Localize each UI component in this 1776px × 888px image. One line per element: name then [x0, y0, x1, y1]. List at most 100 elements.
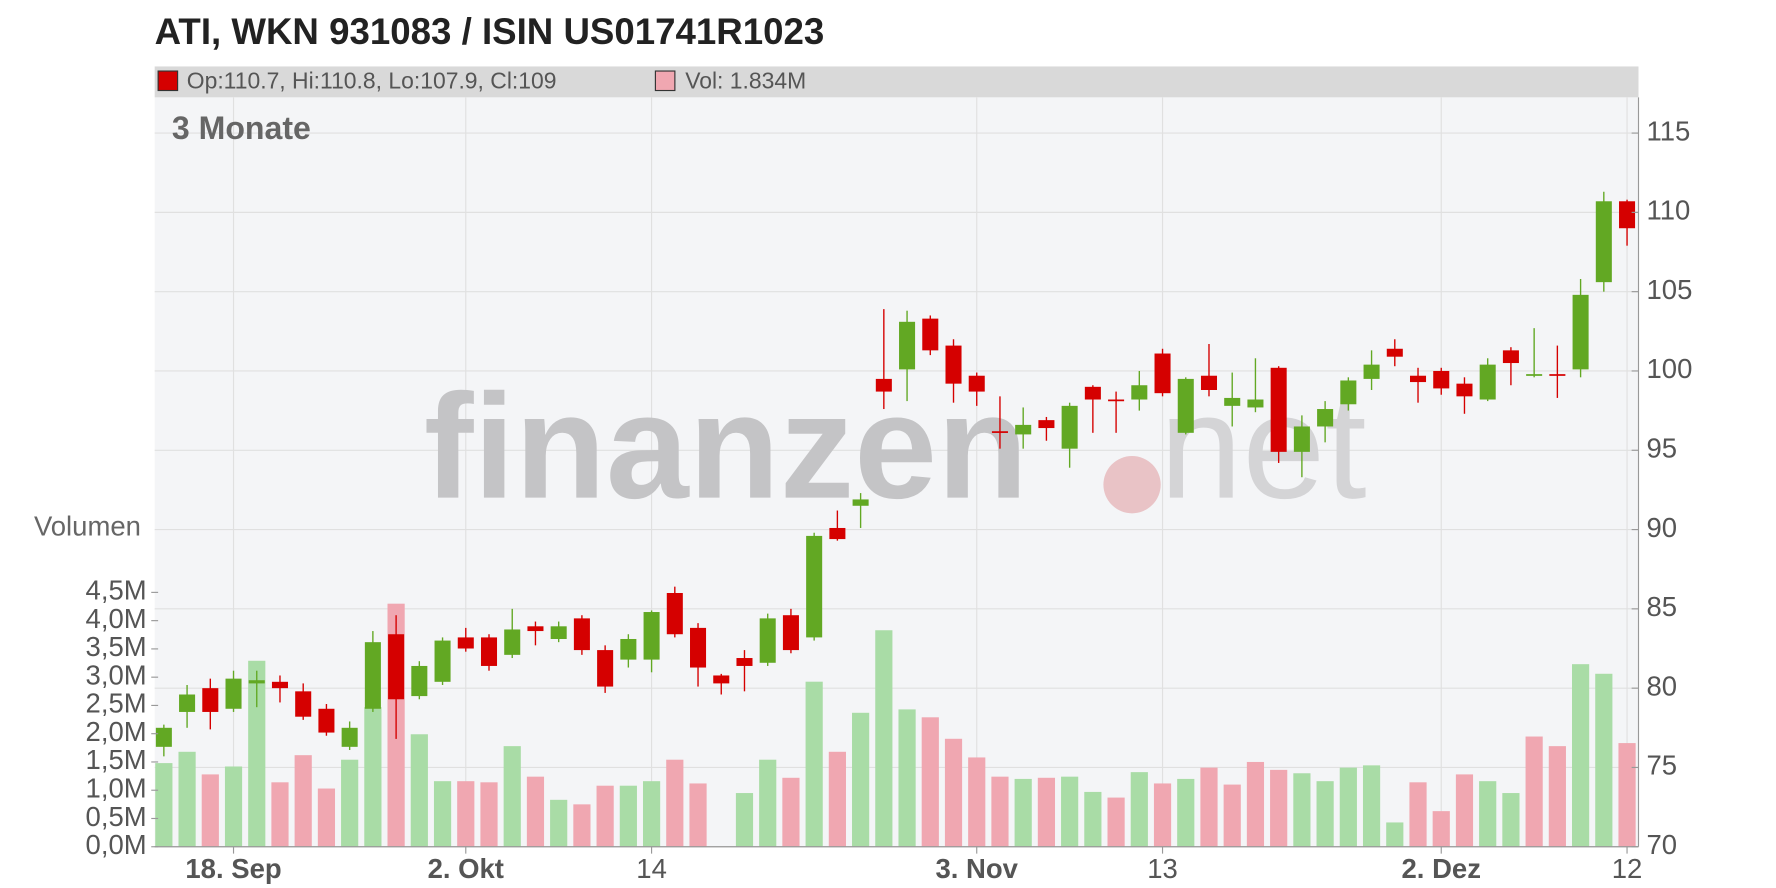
volume-bar: [1548, 746, 1566, 847]
volume-bar: [1293, 773, 1311, 847]
candle-body: [573, 618, 590, 651]
volume-bar: [898, 709, 916, 847]
volume-tick-label: 0,5M: [86, 801, 147, 832]
candle-body: [1456, 383, 1473, 397]
volume-tick-label: 2,5M: [86, 688, 147, 719]
y-tick-label: 95: [1647, 433, 1678, 464]
volume-bar: [1479, 781, 1497, 847]
volume-bar: [1362, 765, 1381, 847]
candle-body: [480, 637, 498, 666]
candle-body: [1526, 374, 1543, 376]
candle-body: [1131, 385, 1148, 400]
volume-bar: [735, 793, 754, 847]
volume-tick-label: 4,0M: [86, 603, 147, 634]
candle-body: [550, 626, 567, 639]
candle-body: [1363, 364, 1380, 379]
candle-body: [457, 637, 474, 649]
x-tick-label: 18. Sep: [185, 853, 281, 884]
volume-bar: [248, 660, 266, 847]
volume-bar: [224, 766, 243, 847]
candle-body: [1317, 409, 1334, 427]
grid: [154, 97, 1639, 848]
volume-bar: [1270, 769, 1288, 847]
volume-bar: [294, 755, 312, 847]
y-tick-label: 100: [1647, 353, 1693, 384]
volume-bar: [944, 738, 963, 847]
volume-bar: [596, 785, 614, 847]
candle-body: [248, 680, 265, 684]
candle-body: [1409, 375, 1427, 383]
volume-bar: [828, 751, 846, 847]
candle-body: [225, 678, 242, 709]
volume-bar: [480, 782, 498, 847]
candle-body: [782, 615, 799, 651]
volume-axis-title: Volumen: [34, 510, 141, 541]
candle-body: [597, 650, 614, 687]
volume-bar: [1386, 822, 1404, 847]
x-tick-label: 14: [636, 853, 667, 884]
volume-tick-label: 1,0M: [86, 772, 147, 803]
volume-bar: [155, 763, 173, 847]
y-tick-label: 80: [1647, 670, 1678, 701]
volume-bar: [1084, 791, 1102, 847]
candle-body: [1270, 367, 1287, 452]
volume-bar: [341, 759, 359, 847]
candle-body: [1177, 378, 1194, 433]
candle-body: [434, 640, 451, 682]
candle-body: [155, 727, 172, 747]
candle-body: [875, 378, 892, 392]
x-tick-label: 3. Nov: [935, 853, 1018, 884]
volume-bar: [991, 776, 1009, 847]
volume-bar: [1618, 743, 1636, 847]
volume-bar: [1014, 778, 1032, 847]
watermark-dot: [1103, 456, 1161, 514]
candle-body: [411, 665, 428, 697]
volume-bar: [573, 804, 591, 847]
volume-bar: [317, 788, 336, 847]
candle-body: [1224, 397, 1241, 406]
volume-bar: [550, 799, 568, 847]
volume-bar: [1153, 783, 1172, 847]
volume-bar: [503, 746, 521, 847]
candle-body: [666, 593, 683, 635]
watermark-right: net: [1160, 363, 1367, 530]
candle-body: [1084, 386, 1101, 400]
candle-body: [922, 318, 939, 351]
candle-body: [968, 375, 985, 392]
candle-body: [527, 626, 544, 632]
candle-body: [899, 321, 916, 370]
volume-bar: [410, 734, 428, 847]
candle-body: [202, 688, 219, 712]
candle-body: [1340, 380, 1357, 405]
volume-bar: [1246, 761, 1265, 847]
candle-body: [690, 627, 707, 668]
x-tick-label: 12: [1612, 853, 1643, 884]
candle-body: [1433, 370, 1450, 389]
volume-bar: [1502, 793, 1520, 847]
volume-tick-label: 4,5M: [86, 575, 147, 606]
chart-title: ATI, WKN 931083 / ISIN US01741R1023: [155, 11, 825, 52]
candle-body: [1015, 424, 1032, 435]
volume-tick-label: 0,0M: [86, 829, 147, 860]
volume-bar: [852, 712, 870, 847]
y-tick-label: 75: [1647, 750, 1678, 781]
volume-bar: [1455, 774, 1474, 847]
candle-body: [1479, 364, 1496, 400]
candle-body: [806, 535, 823, 638]
volume-bar: [921, 717, 939, 847]
candle-body: [1038, 420, 1055, 429]
marks: [155, 191, 1636, 847]
candle-body: [759, 618, 776, 663]
volume-bar: [1130, 772, 1148, 847]
volume-bar: [642, 781, 661, 847]
legend-price: Op:110.7, Hi:110.8, Lo:107.9, Cl:109: [187, 68, 557, 94]
x-tick-label: 13: [1147, 853, 1178, 884]
volume-bar: [1200, 767, 1218, 847]
volume-tick-label: 3,5M: [86, 631, 147, 662]
candle-body: [1293, 426, 1310, 452]
legend-swatch: [157, 70, 179, 92]
candle-body: [504, 629, 521, 655]
volume-bar: [1595, 673, 1613, 847]
candle-body: [295, 691, 312, 717]
y-tick-label: 115: [1647, 115, 1691, 146]
